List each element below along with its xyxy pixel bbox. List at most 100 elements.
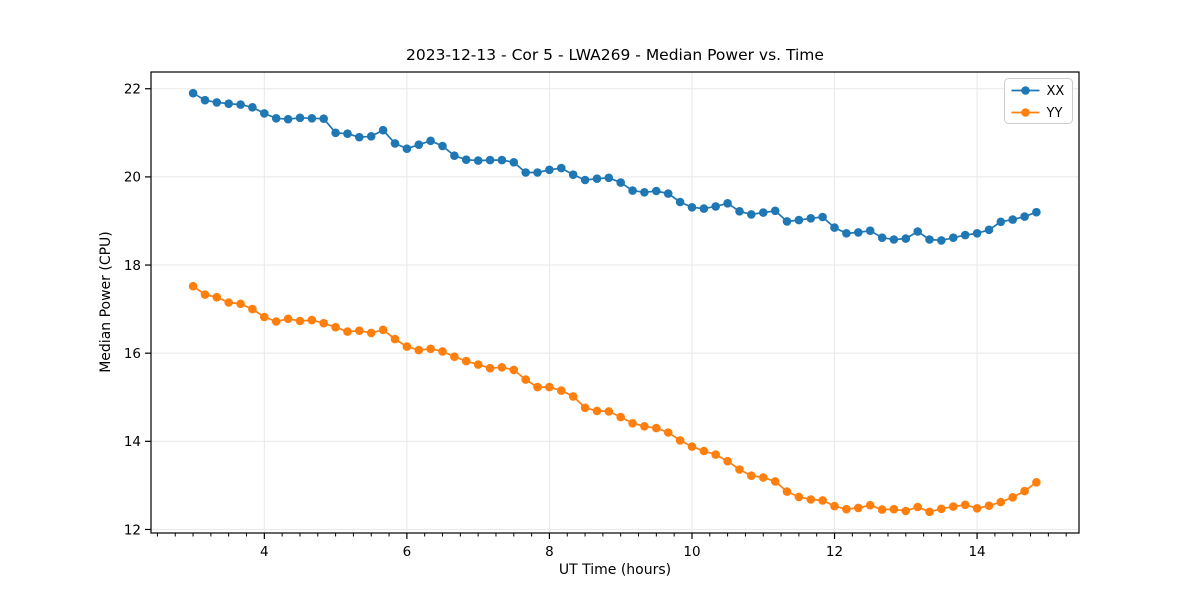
chart-title: 2023-12-13 - Cor 5 - LWA269 - Median Pow…: [406, 46, 824, 64]
y-tick-label: 20: [124, 170, 141, 186]
data-point: [426, 136, 435, 146]
data-point: [509, 365, 519, 375]
data-point: [568, 392, 578, 401]
data-point: [1020, 212, 1029, 221]
data-point: [687, 442, 697, 451]
data-point: [1008, 215, 1017, 224]
data-point: [473, 360, 483, 369]
data-point: [283, 114, 293, 124]
series-yy-markers: [188, 281, 1041, 517]
data-point: [343, 327, 352, 336]
data-point: [461, 356, 471, 366]
y-tick-label: 18: [124, 258, 141, 274]
data-point: [319, 318, 329, 328]
data-point: [865, 226, 875, 235]
data-point: [711, 450, 720, 459]
data-point: [937, 504, 946, 514]
data-point: [949, 502, 958, 511]
data-point: [913, 227, 922, 236]
data-point: [343, 129, 352, 138]
data-point: [521, 168, 530, 177]
data-point: [188, 88, 198, 98]
data-point: [782, 487, 792, 496]
x-axis-label: UT Time (hours): [558, 562, 672, 578]
data-point: [592, 406, 602, 416]
legend-label-xx: XX: [1047, 84, 1065, 99]
data-point: [307, 114, 317, 123]
data-point: [509, 158, 519, 167]
data-point: [414, 345, 424, 355]
data-point: [652, 423, 661, 433]
data-point: [937, 236, 946, 245]
data-point: [331, 128, 340, 138]
data-point: [640, 188, 649, 197]
data-point: [271, 317, 281, 326]
data-point: [877, 233, 887, 242]
data-point: [794, 215, 804, 225]
data-point: [996, 497, 1006, 507]
data-point: [485, 155, 495, 165]
data-point: [580, 403, 590, 413]
data-point: [770, 206, 780, 216]
data-point: [782, 217, 792, 226]
data-point: [438, 347, 447, 356]
data-point: [770, 477, 780, 486]
data-point: [889, 235, 899, 244]
data-point: [865, 500, 875, 510]
data-point: [984, 501, 994, 511]
data-point: [450, 352, 459, 362]
data-point: [236, 100, 245, 109]
data-point: [877, 505, 887, 514]
data-point: [366, 132, 376, 141]
data-point: [319, 114, 329, 123]
data-point: [260, 109, 269, 118]
data-point: [580, 175, 590, 185]
data-point: [414, 140, 424, 149]
data-point: [283, 314, 293, 324]
data-point: [687, 203, 697, 212]
y-tick-label: 22: [124, 82, 141, 98]
data-point: [1032, 478, 1041, 487]
data-point: [723, 456, 732, 466]
data-point: [533, 168, 542, 177]
y-tick-label: 12: [124, 522, 141, 538]
data-point: [390, 334, 400, 344]
legend-marker-yy: [1021, 108, 1030, 117]
data-point: [960, 500, 970, 510]
data-point: [806, 214, 816, 223]
data-point: [925, 507, 934, 517]
data-point: [592, 174, 602, 183]
data-point: [366, 328, 376, 338]
data-point: [450, 151, 459, 160]
legend-label-yy: YY: [1046, 106, 1063, 121]
data-point: [307, 315, 317, 325]
data-point: [854, 503, 863, 513]
data-point: [830, 501, 839, 511]
data-point: [390, 139, 400, 148]
data-point: [663, 189, 673, 198]
data-point: [557, 163, 566, 173]
x-tick-label: 12: [826, 544, 843, 560]
data-point: [794, 492, 804, 502]
data-point: [497, 363, 507, 372]
data-point: [735, 465, 744, 474]
data-point: [473, 156, 483, 165]
data-point: [818, 496, 827, 505]
data-point: [616, 178, 625, 187]
legend-item-xx: XX: [1011, 84, 1065, 99]
data-point: [378, 325, 388, 335]
data-point: [759, 208, 768, 217]
data-point: [699, 446, 709, 456]
data-point: [378, 125, 388, 135]
data-point: [616, 412, 625, 422]
series-xx-markers: [188, 88, 1041, 245]
data-point: [842, 504, 851, 514]
data-point: [248, 103, 257, 112]
data-point: [438, 141, 447, 151]
data-point: [640, 422, 649, 431]
data-point: [818, 212, 827, 222]
data-point: [663, 428, 673, 437]
data-point: [533, 382, 542, 392]
data-point: [830, 223, 839, 232]
